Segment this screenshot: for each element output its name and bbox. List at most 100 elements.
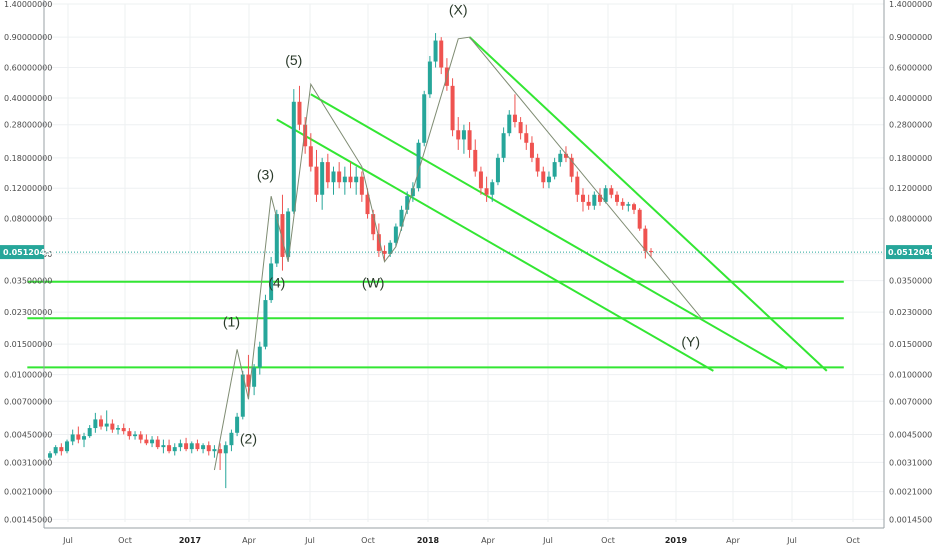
x-tick-label: Oct bbox=[846, 536, 860, 545]
y-tick-label-left: 0.08000000 bbox=[4, 215, 52, 224]
y-tick-label-left: 0.28000000 bbox=[4, 121, 52, 130]
candle-body bbox=[501, 133, 506, 158]
candle-body bbox=[603, 188, 608, 202]
candles bbox=[48, 33, 654, 489]
y-tick-label-right: 0.02300000 bbox=[889, 308, 932, 317]
candle-body bbox=[541, 171, 546, 183]
y-tick-label-left: 0.00310000 bbox=[4, 458, 52, 467]
trendline-channel-upper bbox=[310, 93, 788, 370]
candle-body bbox=[121, 428, 126, 432]
candle-body bbox=[427, 61, 432, 95]
candle-body bbox=[597, 194, 602, 202]
candle-body bbox=[478, 171, 483, 189]
candle-body bbox=[246, 374, 251, 387]
wave-label: (W) bbox=[362, 274, 385, 290]
candle-body bbox=[359, 176, 364, 195]
candle-body bbox=[632, 204, 637, 210]
candle-body bbox=[70, 434, 75, 442]
y-tick-label-left: 0.90000000 bbox=[4, 33, 52, 42]
y-tick-label-right: 0.60000000 bbox=[889, 64, 932, 73]
candle-body bbox=[592, 194, 597, 206]
candle-body bbox=[382, 250, 387, 254]
x-tick-label: Apr bbox=[242, 536, 257, 545]
candle-body bbox=[320, 162, 325, 195]
x-tick-label: Jul bbox=[62, 536, 73, 545]
candle-body bbox=[580, 194, 585, 202]
candle-body bbox=[416, 142, 421, 189]
candle-body bbox=[184, 443, 189, 450]
candle-body bbox=[626, 204, 631, 206]
candle-body bbox=[569, 157, 574, 177]
candle-body bbox=[546, 176, 551, 183]
last-price-tag-right bbox=[886, 245, 932, 260]
candle-body bbox=[331, 171, 336, 183]
y-tick-label-right: 0.03500000 bbox=[889, 277, 932, 286]
candle-body bbox=[178, 443, 183, 448]
x-tick-label: Apr bbox=[726, 536, 741, 545]
candle-body bbox=[518, 122, 523, 134]
candle-body bbox=[337, 171, 342, 183]
candle-body bbox=[620, 201, 625, 206]
candle-body bbox=[308, 146, 313, 167]
y-tick-label-right: 0.08000000 bbox=[889, 215, 932, 224]
candle-body bbox=[524, 133, 529, 143]
y-tick-label-right: 0.00210000 bbox=[889, 488, 932, 497]
candle-body bbox=[558, 153, 563, 163]
y-tick-label-left: 0.01500000 bbox=[4, 340, 52, 349]
y-tick-label-right: 0.12000000 bbox=[889, 184, 932, 193]
y-tick-label-right: 0.90000000 bbox=[889, 33, 932, 42]
candle-body bbox=[552, 162, 557, 177]
x-tick-label: 2017 bbox=[179, 536, 201, 545]
candle-body bbox=[65, 441, 70, 452]
candle-body bbox=[280, 214, 285, 257]
candle-body bbox=[150, 439, 155, 444]
y-tick-label-right: 0.00450000 bbox=[889, 430, 932, 439]
candle-body bbox=[189, 443, 194, 450]
candle-body bbox=[201, 445, 206, 450]
x-tick-label: Oct bbox=[118, 536, 132, 545]
candle-body bbox=[110, 423, 115, 430]
candle-body bbox=[127, 431, 132, 437]
candle-body bbox=[82, 436, 87, 440]
candle-body bbox=[206, 445, 211, 452]
y-tick-label-left: 1.40000000 bbox=[4, 0, 52, 9]
candle-body bbox=[76, 434, 81, 440]
candle-body bbox=[87, 428, 92, 437]
candle-body bbox=[467, 130, 472, 150]
candle-body bbox=[348, 176, 353, 183]
candle-body bbox=[133, 434, 138, 437]
candle-body bbox=[643, 228, 648, 251]
candle-body bbox=[314, 166, 319, 195]
y-tick-label-left: 0.40000000 bbox=[4, 94, 52, 103]
candle-body bbox=[490, 182, 495, 195]
trendlines bbox=[27, 36, 884, 372]
trendline-falling-line bbox=[468, 36, 828, 372]
wave-label: (3) bbox=[257, 166, 274, 182]
candle-body bbox=[393, 226, 398, 243]
wave-label: (Y) bbox=[681, 334, 700, 350]
candle-body bbox=[637, 209, 642, 229]
candle-body bbox=[450, 85, 455, 131]
candle-body bbox=[399, 209, 404, 227]
candle-body bbox=[456, 130, 461, 140]
last-price-tag-left-label: 0.05120458 bbox=[3, 248, 57, 257]
candle-body bbox=[495, 157, 500, 183]
x-tick-label: Jul bbox=[304, 536, 315, 545]
y-tick-label-right: 0.00700000 bbox=[889, 397, 932, 406]
candle-body bbox=[297, 101, 302, 125]
x-tick-label: 2018 bbox=[417, 536, 440, 545]
candle-body bbox=[269, 263, 274, 301]
wave-label: (1) bbox=[223, 313, 240, 329]
candle-body bbox=[529, 142, 534, 158]
candle-body bbox=[575, 176, 580, 195]
candle-body bbox=[405, 196, 410, 210]
candle-body bbox=[388, 242, 393, 254]
y-tick-label-right: 0.01500000 bbox=[889, 340, 932, 349]
y-tick-label-right: 0.01000000 bbox=[889, 371, 932, 380]
y-tick-label-left: 0.03500000 bbox=[4, 277, 52, 286]
y-tick-label-right: 0.00145000 bbox=[889, 515, 932, 524]
candle-body bbox=[223, 445, 228, 454]
candle-body bbox=[609, 188, 614, 195]
candle-body bbox=[484, 188, 489, 195]
